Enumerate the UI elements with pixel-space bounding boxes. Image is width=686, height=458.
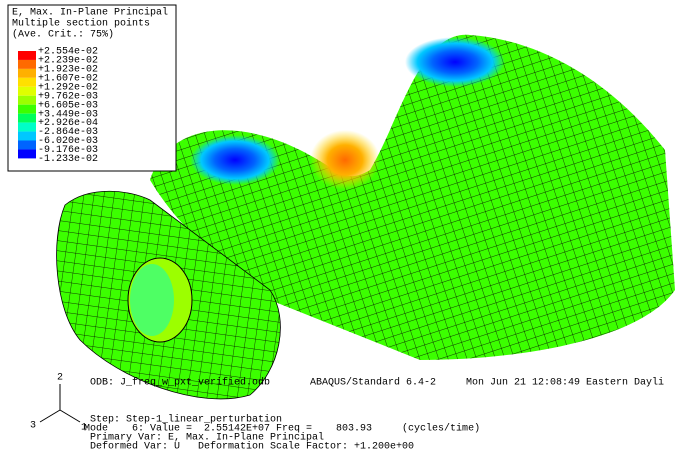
legend-swatch (18, 149, 36, 158)
warm-region (310, 130, 380, 190)
triad-label: 2 (57, 373, 63, 384)
info-solver: ABAQUS/Standard 6.4-2 (310, 377, 436, 389)
viewport: E, Max. In-Plane PrincipalMultiple secti… (0, 0, 686, 458)
legend-level: -1.233e-02 (38, 154, 98, 165)
info-date: Mon Jun 21 12:08:49 Eastern Dayli (466, 377, 664, 389)
blue-region (190, 135, 280, 185)
legend-title: (Ave. Crit.: 75%) (12, 29, 114, 41)
legend-swatch (18, 69, 36, 78)
legend-title: Multiple section points (12, 18, 150, 30)
legend-swatch (18, 132, 36, 141)
triad-axis (40, 410, 60, 422)
legend-swatch (18, 87, 36, 96)
legend-swatch (18, 51, 36, 60)
legend-swatch (18, 60, 36, 69)
legend-swatch (18, 105, 36, 114)
legend-swatch (18, 123, 36, 132)
triad-label: 1 (81, 423, 87, 434)
hole-inner (130, 264, 174, 336)
info-odb: ODB: J_freq_w_pxt_verified.odb (90, 377, 270, 389)
legend-swatch (18, 78, 36, 87)
info-deformed: Deformed Var: U Deformation Scale Factor… (90, 441, 414, 453)
legend-swatch (18, 96, 36, 105)
legend-title: E, Max. In-Plane Principal (12, 7, 168, 19)
blue-region (405, 37, 505, 87)
triad-axis (60, 410, 80, 422)
triad-label: 3 (30, 421, 36, 432)
triad: 2 3 1 (30, 373, 87, 434)
legend-swatch (18, 114, 36, 123)
legend-swatch (18, 141, 36, 150)
